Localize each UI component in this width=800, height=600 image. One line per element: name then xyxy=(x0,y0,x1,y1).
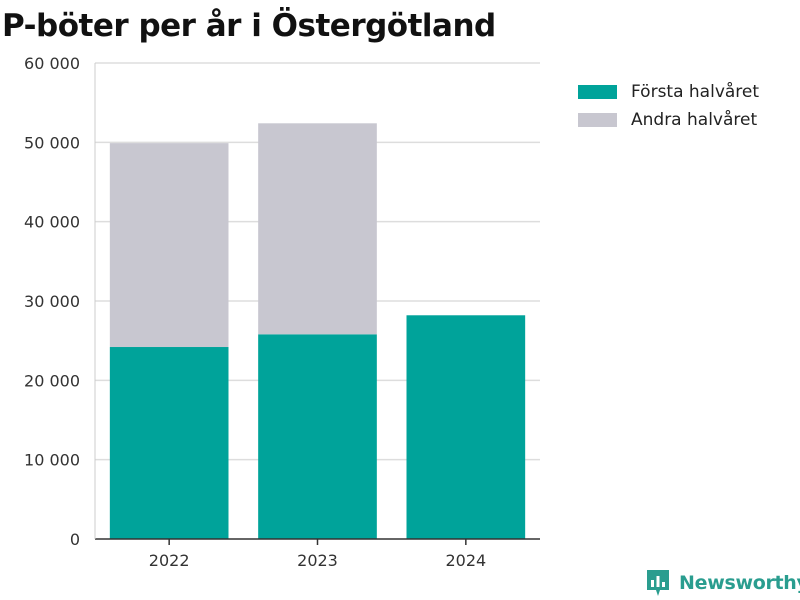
bar-second-half-2022 xyxy=(109,143,229,348)
legend-label-second-half: Andra halvåret xyxy=(631,110,758,130)
legend-item-second-half: Andra halvåret xyxy=(578,106,759,134)
bar-first-half-2024 xyxy=(406,315,526,539)
legend-swatch-first-half xyxy=(578,85,617,99)
brand-logo: Newsworthy xyxy=(645,568,800,598)
y-tick-label: 30 000 xyxy=(24,292,80,311)
legend-item-first-half: Första halvåret xyxy=(578,78,759,106)
bar-first-half-2022 xyxy=(109,347,229,539)
y-tick-label: 40 000 xyxy=(24,213,80,232)
brand-name: Newsworthy xyxy=(679,572,800,594)
x-tick-label: 2024 xyxy=(445,551,486,570)
y-tick-label: 60 000 xyxy=(24,54,80,73)
y-tick-label: 50 000 xyxy=(24,133,80,152)
legend-swatch-second-half xyxy=(578,113,617,127)
axes: 0 10 000 20 000 30 000 40 000 50 000 60 000 202… xyxy=(24,54,540,570)
x-tick-label: 2022 xyxy=(149,551,190,570)
y-tick-label: 20 000 xyxy=(24,371,80,390)
bar-chart-logo-icon xyxy=(647,570,669,596)
x-tick-label: 2023 xyxy=(297,551,338,570)
bar-second-half-2023 xyxy=(258,123,377,335)
legend: Första halvåret Andra halvåret xyxy=(578,78,759,134)
legend-label-first-half: Första halvåret xyxy=(631,82,760,102)
y-tick-label: 10 000 xyxy=(24,451,80,470)
y-tick-label: 0 xyxy=(70,530,80,549)
chart-title: P-böter per år i Östergötland xyxy=(2,8,496,44)
bars xyxy=(109,123,526,539)
bar-first-half-2023 xyxy=(258,334,377,539)
